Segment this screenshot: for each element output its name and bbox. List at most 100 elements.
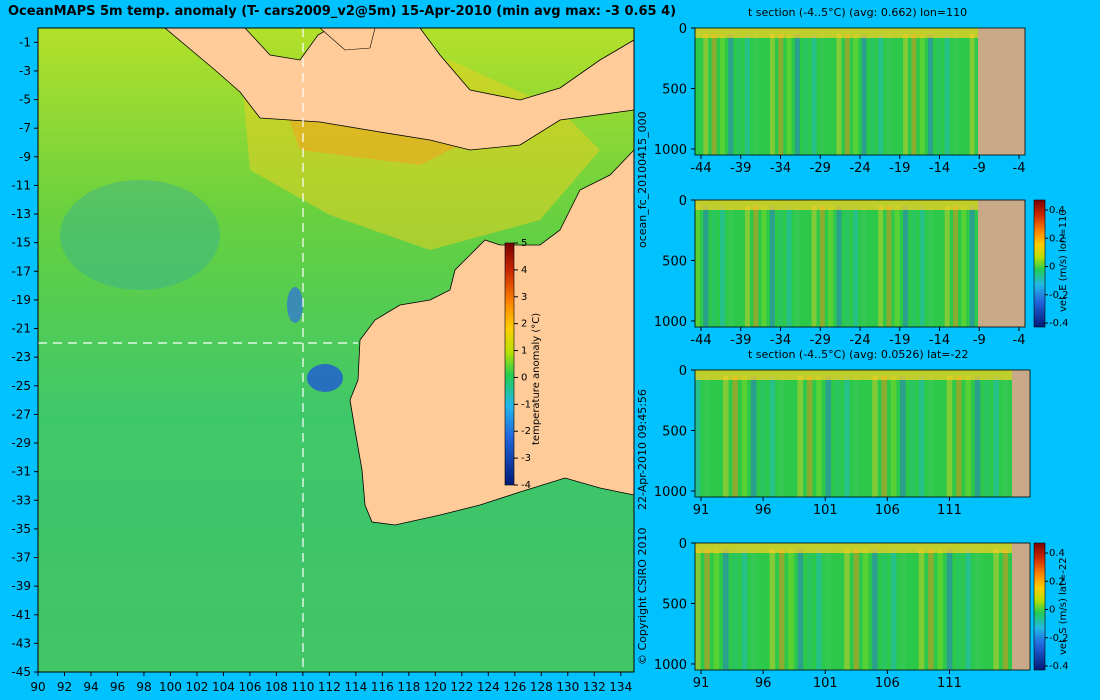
section-texture bbox=[816, 376, 822, 497]
section-land bbox=[1012, 543, 1030, 670]
section-texture bbox=[744, 34, 750, 155]
section-x-tick-label: -9 bbox=[973, 161, 986, 176]
x-tick-label: 110 bbox=[291, 680, 314, 694]
y-tick-label: -5 bbox=[19, 93, 31, 107]
section-x-tick-label: 111 bbox=[937, 676, 962, 691]
section-texture bbox=[956, 376, 962, 497]
section-x-tick-label: -19 bbox=[889, 161, 910, 176]
section-texture bbox=[844, 34, 850, 155]
section-texture bbox=[946, 376, 953, 497]
section-texture bbox=[881, 376, 888, 497]
section-texture bbox=[853, 34, 859, 155]
section-texture bbox=[890, 376, 897, 497]
section-texture bbox=[719, 34, 725, 155]
y-tick-label: -35 bbox=[11, 522, 31, 536]
section-texture bbox=[788, 376, 794, 497]
velocity-colorbar-tick-label: -0.2 bbox=[1049, 633, 1069, 644]
section-texture bbox=[878, 206, 884, 327]
section-texture bbox=[946, 549, 953, 670]
section-texture bbox=[900, 376, 906, 497]
section-texture bbox=[760, 376, 766, 497]
velocity-colorbar bbox=[1033, 199, 1046, 328]
cool-anomaly-patch-2 bbox=[287, 287, 303, 323]
x-tick-label: 96 bbox=[110, 680, 125, 694]
colorbar-tick-label: 0 bbox=[521, 372, 527, 383]
x-tick-label: 134 bbox=[609, 680, 632, 694]
section-texture bbox=[872, 376, 878, 497]
section-texture bbox=[828, 206, 834, 327]
section-texture bbox=[900, 549, 906, 670]
section-texture bbox=[919, 206, 925, 327]
x-tick-label: 130 bbox=[556, 680, 579, 694]
x-tick-label: 118 bbox=[397, 680, 420, 694]
y-tick-label: -25 bbox=[11, 379, 31, 393]
x-tick-label: 106 bbox=[238, 680, 261, 694]
section-texture bbox=[695, 34, 700, 155]
section-x-tick-label: -14 bbox=[929, 333, 950, 348]
section-texture bbox=[894, 34, 900, 155]
section-texture bbox=[736, 206, 742, 327]
map-y-axis: -1 -3 -5 -7 -9 -11 -13 -15 -17 -19 -21 -23 -25 -27 -29… bbox=[11, 35, 38, 679]
cool-anomaly-patch bbox=[307, 364, 343, 392]
y-tick-label: -7 bbox=[19, 121, 31, 135]
section-texture bbox=[769, 34, 775, 155]
section-x-tick-label: 91 bbox=[693, 503, 710, 518]
section-frame bbox=[694, 542, 1031, 671]
section-texture bbox=[928, 206, 934, 327]
section-land bbox=[1012, 370, 1030, 497]
section-texture bbox=[732, 549, 738, 670]
y-tick-label: -11 bbox=[11, 178, 31, 192]
x-tick-label: 108 bbox=[265, 680, 288, 694]
section-texture bbox=[788, 549, 794, 670]
section-texture bbox=[969, 34, 975, 155]
section-texture bbox=[753, 206, 759, 327]
section-texture bbox=[695, 376, 701, 497]
section-texture bbox=[944, 206, 950, 327]
colorbar-label-vel-s: vel. S (m/s) lat=-22 bbox=[1058, 557, 1069, 655]
section-texture bbox=[704, 549, 710, 670]
x-tick-label: 92 bbox=[57, 680, 72, 694]
section-texture bbox=[713, 376, 720, 497]
section-texture bbox=[869, 206, 875, 327]
colorbar-tick-label: 1 bbox=[521, 346, 527, 357]
y-tick-label: -45 bbox=[11, 665, 31, 679]
section-texture bbox=[695, 206, 700, 327]
section-texture bbox=[928, 549, 934, 670]
section-texture bbox=[878, 34, 884, 155]
section-land bbox=[978, 200, 1025, 327]
section-texture bbox=[695, 549, 701, 670]
section-x-tick-label: -29 bbox=[810, 333, 831, 348]
section-x-tick-label: 106 bbox=[875, 676, 900, 691]
colorbar-label: temperature anomaly (°C) bbox=[531, 312, 542, 445]
y-tick-label: -19 bbox=[11, 293, 31, 307]
section-texture bbox=[844, 206, 850, 327]
section-texture bbox=[753, 34, 759, 155]
velocity-colorbar-tick-label: -0.4 bbox=[1049, 318, 1069, 329]
section-frame bbox=[694, 369, 1031, 498]
section-x-tick-label: -44 bbox=[690, 161, 711, 176]
section-texture bbox=[761, 206, 767, 327]
colorbar-tick-label: 5 bbox=[521, 238, 527, 249]
section-x-tick-label: 96 bbox=[755, 503, 772, 518]
section-x-tick-label: 101 bbox=[813, 676, 838, 691]
section-texture bbox=[853, 549, 860, 670]
section-x-tick-label: -24 bbox=[849, 333, 870, 348]
forecast-id-label: ocean_fc_20100415_000 bbox=[636, 111, 649, 248]
section-texture bbox=[728, 206, 734, 327]
section-surface-band bbox=[695, 28, 978, 38]
land-australia bbox=[349, 149, 635, 526]
section-x-tick-label: -24 bbox=[849, 161, 870, 176]
section-texture bbox=[886, 34, 892, 155]
section-texture bbox=[909, 549, 916, 670]
section-texture bbox=[769, 549, 776, 670]
x-tick-label: 128 bbox=[530, 680, 553, 694]
section-y-tick-label: 500 bbox=[662, 82, 687, 97]
x-tick-label: 104 bbox=[212, 680, 235, 694]
section-y-tick-label: 1000 bbox=[654, 315, 687, 330]
section-texture bbox=[778, 549, 785, 670]
section-y-tick-label: 1000 bbox=[654, 658, 687, 673]
section-x-tick-label: 96 bbox=[755, 676, 772, 691]
section-texture bbox=[711, 206, 717, 327]
section-texture bbox=[704, 376, 710, 497]
y-tick-label: -33 bbox=[11, 493, 31, 507]
